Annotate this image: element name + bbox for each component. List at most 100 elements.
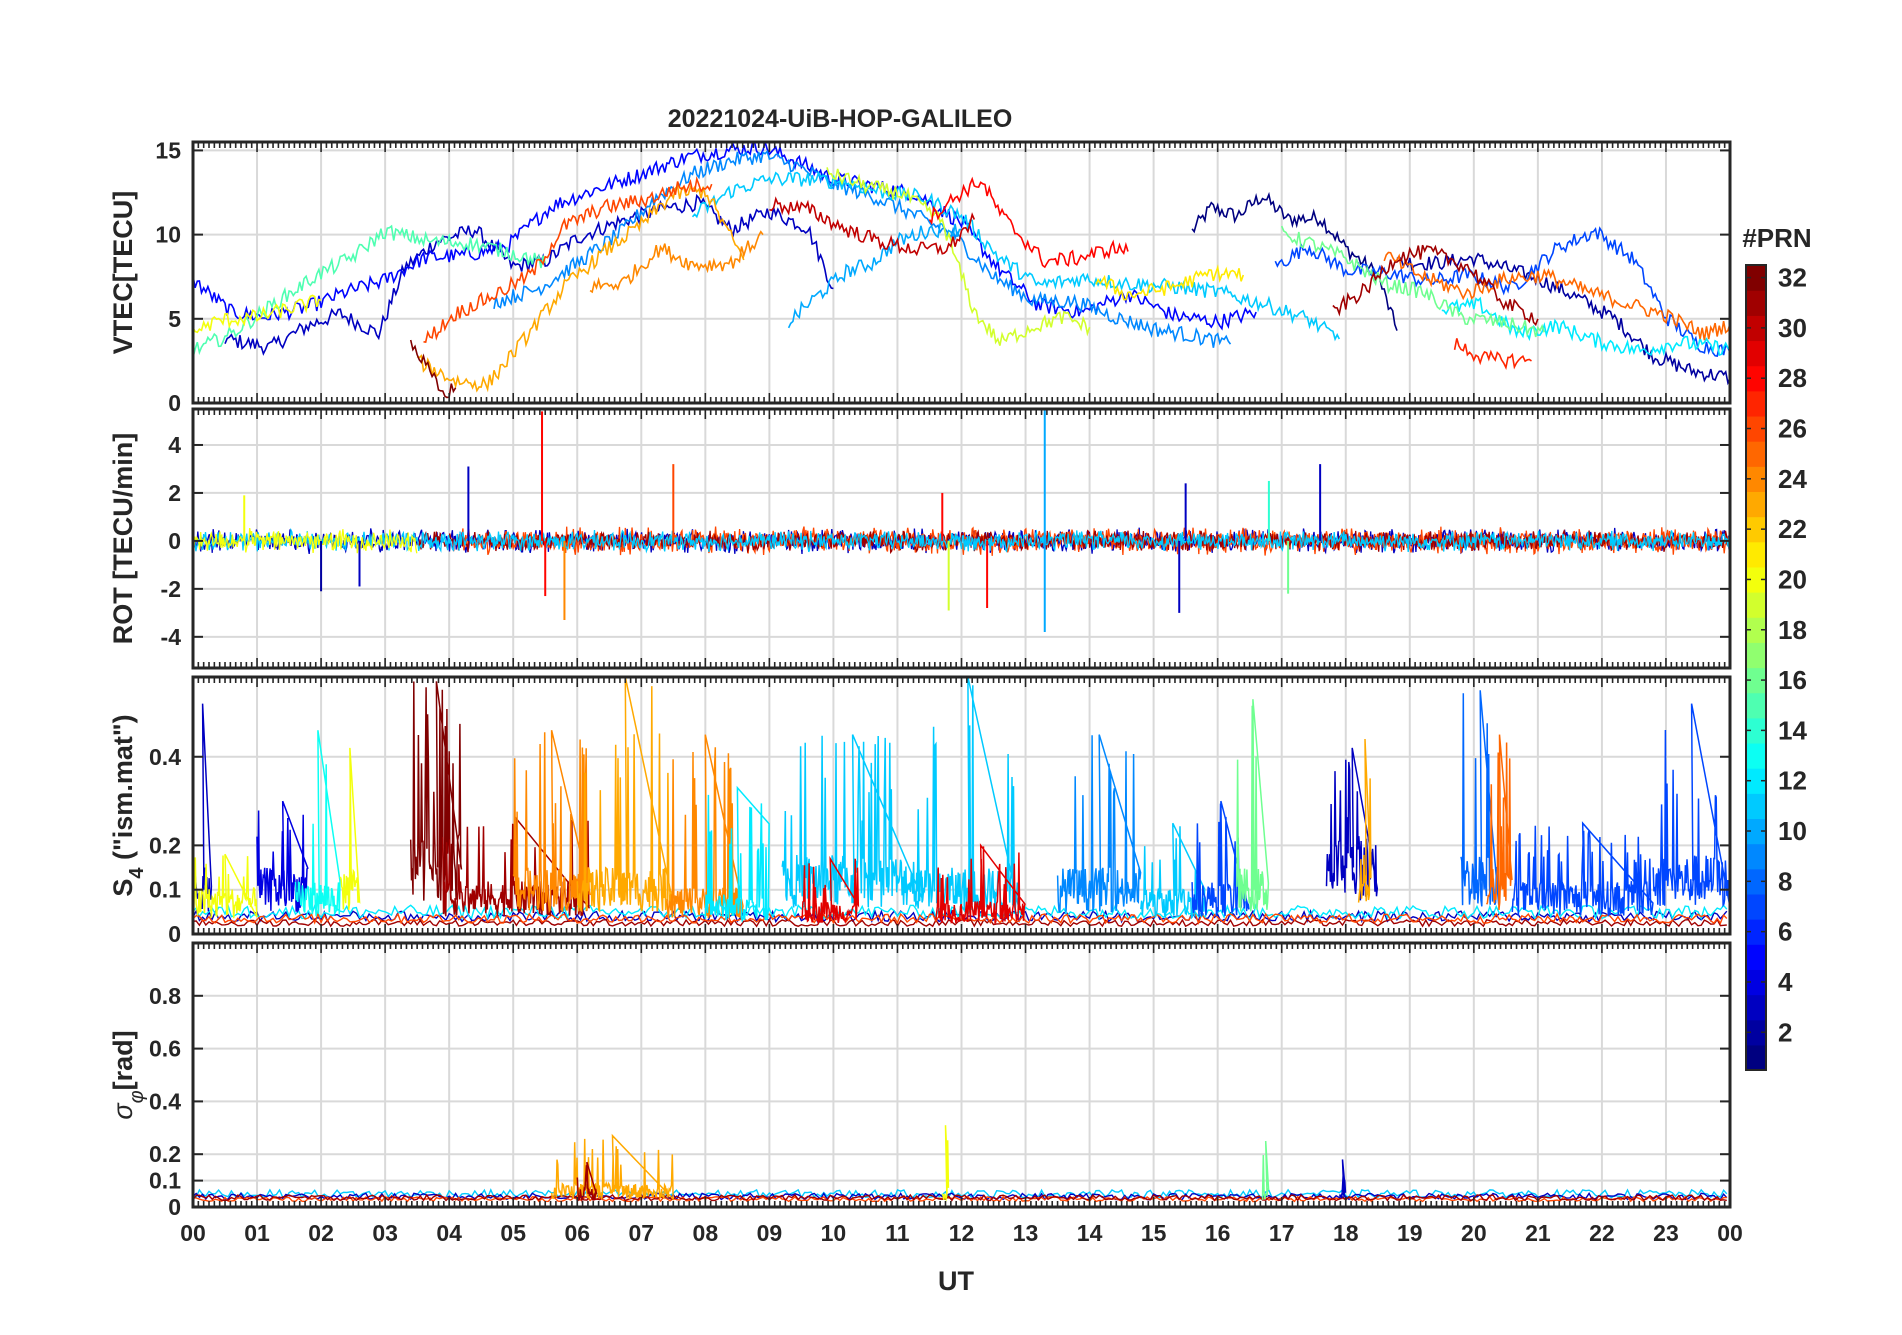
burst-prn-12 [704,785,770,924]
y-tick-label: 0.4 [149,1088,181,1114]
colorbar-tick-label: 12 [1778,766,1807,796]
colorbar-tick-label: 6 [1778,917,1792,947]
colorbar-segment [1746,541,1766,568]
y-tick-label: 4 [168,432,181,458]
minor-ticks [192,943,1731,1207]
series-line-prn-32 [409,339,457,399]
series-line-prn-16 [1280,225,1546,338]
colorbar-segment [1746,315,1766,342]
colorbar-tick-label: 18 [1778,615,1807,645]
burst-prn-7 [1511,821,1654,917]
colorbar-segment [1746,1019,1766,1046]
x-tick-label: 12 [949,1220,975,1246]
series-line-prn-19 [826,167,1091,346]
x-axis-label: UT [938,1266,974,1296]
colorbar-tick-label: 26 [1778,414,1807,444]
x-tick-label: 03 [372,1220,398,1246]
colorbar-tick-label: 4 [1778,967,1793,997]
colorbar-segment [1746,868,1766,895]
colorbar-tick-label: 14 [1778,715,1807,745]
burst-prn-29 [935,843,1026,926]
panel-data [193,142,1730,399]
x-tick-label: 01 [244,1220,270,1246]
minor-ticks [192,677,1731,934]
series-line-prn-31 [1332,244,1539,327]
x-tick-label: 18 [1333,1220,1359,1246]
colorbar-segment [1746,717,1766,744]
y-axis-label-rest: [rad] [108,1030,138,1090]
series-line-prn-23 [416,184,745,393]
x-tick-label: 17 [1269,1220,1295,1246]
y-tick-label: 0 [168,528,181,554]
series-line-prn-24 [589,230,764,294]
y-tick-label: 0.6 [149,1036,181,1062]
colorbar-segment [1746,1044,1766,1071]
y-axis-label-rest: ("ism.mat") [108,714,138,867]
colorbar-segment [1746,365,1766,392]
colorbar-tick-label: 2 [1778,1017,1792,1047]
colorbar-tick-label: 20 [1778,564,1807,594]
y-axis-label-sub: 4 [126,867,148,879]
burst-prn-3 [1338,1159,1347,1199]
colorbar-segment [1746,390,1766,417]
colorbar-tick-label: 10 [1778,816,1807,846]
x-tick-label: 10 [821,1220,847,1246]
y-axis-label: VTEC[TECU] [108,191,138,355]
burst-prn-9 [1056,734,1142,913]
x-tick-label: 14 [1077,1220,1103,1246]
colorbar-segment [1746,265,1766,291]
y-axis-label-main: σ [108,1102,138,1120]
x-tick-label: 09 [757,1220,783,1246]
x-tick-label: 07 [628,1220,654,1246]
y-axis-label: σφ[rad] [108,1030,148,1119]
series-line-prn-7 [1274,226,1730,357]
series-line-prn-12 [1441,296,1730,357]
colorbar-segment [1746,667,1766,694]
colorbar-segment [1746,592,1766,618]
x-tick-label: 11 [885,1220,910,1246]
colorbar-segment [1746,818,1766,845]
colorbar-segment [1746,491,1766,518]
x-tick-label: 00 [180,1220,206,1246]
x-tick-label: 19 [1397,1220,1423,1246]
series-line-prn-11 [691,170,1341,342]
burst-prn-7 [1652,703,1730,908]
colorbar-title: #PRN [1742,223,1811,253]
panel-1: 0 5 10 15 VTEC[TECU] [108,137,1732,416]
x-axis-ticks: 00 01 02 03 04 05 06 07 08 09 10 11 12 13 14 15 16 17 18 19… [180,1220,1743,1246]
colorbar-tick-label: 16 [1778,665,1807,695]
y-tick-label: -2 [161,576,181,602]
y-tick-label: 2 [168,480,181,506]
colorbar-segment [1746,994,1766,1021]
burst-prn-23 [576,677,675,913]
panel-4: 00.10.20.40.60.8σφ[rad] [108,941,1732,1220]
colorbar-segment [1746,843,1766,870]
y-axis-label: ROT [TECU/min] [108,433,138,644]
burst-prn-20 [193,853,258,919]
colorbar-segment [1746,290,1766,316]
colorbar-segment [1746,340,1766,367]
colorbar-tick-label: 22 [1778,514,1807,544]
burst-prn-11 [1140,822,1206,920]
panel-data [193,677,1730,928]
x-tick-label: 04 [436,1220,462,1246]
y-axis-label: S4 ("ism.mat") [108,714,148,896]
y-tick-label: 15 [155,137,181,163]
x-tick-label: 06 [564,1220,590,1246]
panel-data [193,409,1730,633]
burst-prn-23 [1357,738,1372,903]
x-tick-label: 15 [1141,1220,1167,1246]
colorbar-tick-label: 30 [1778,313,1807,343]
colorbar-segment [1746,692,1766,719]
colorbar-segment [1746,566,1766,593]
series-line-prn-28 [928,176,1129,269]
panel-grid [193,409,1730,668]
y-tick-label: 0.8 [149,983,181,1009]
series-line-prn-25 [1383,251,1730,341]
colorbar-segment [1746,415,1766,442]
series-line-prn-9 [493,149,1232,348]
colorbar-segment [1746,944,1766,970]
